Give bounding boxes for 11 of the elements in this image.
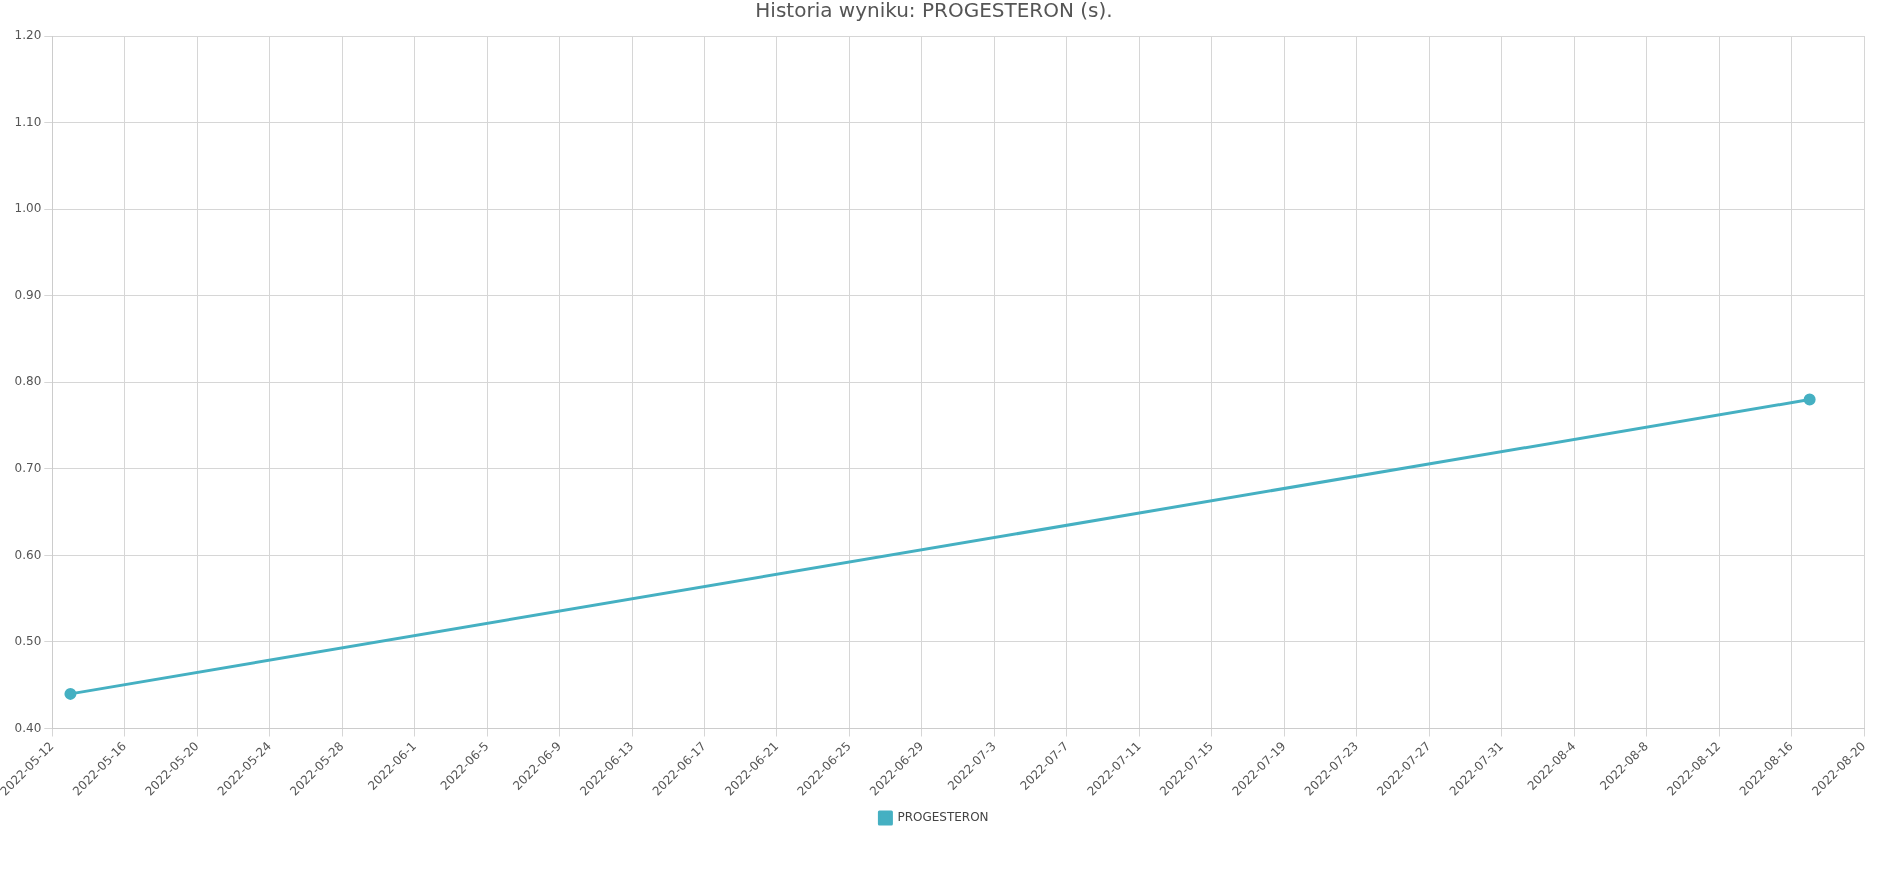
y-tick-label: 0.60 xyxy=(14,547,42,562)
y-tick-label: 1.00 xyxy=(14,201,42,216)
legend-label: PROGESTERON xyxy=(897,810,989,825)
y-tick-label: 0.90 xyxy=(14,287,42,302)
y-tick-label: 1.20 xyxy=(14,28,42,43)
y-tick-label: 0.80 xyxy=(14,374,42,389)
y-tick-label: 0.50 xyxy=(14,634,42,649)
chart-title: Historia wyniku: PROGESTERON (s). xyxy=(755,0,1113,23)
y-tick-label: 0.70 xyxy=(14,460,42,475)
y-tick-label: 0.40 xyxy=(14,720,42,735)
y-tick-label: 1.10 xyxy=(14,114,42,129)
